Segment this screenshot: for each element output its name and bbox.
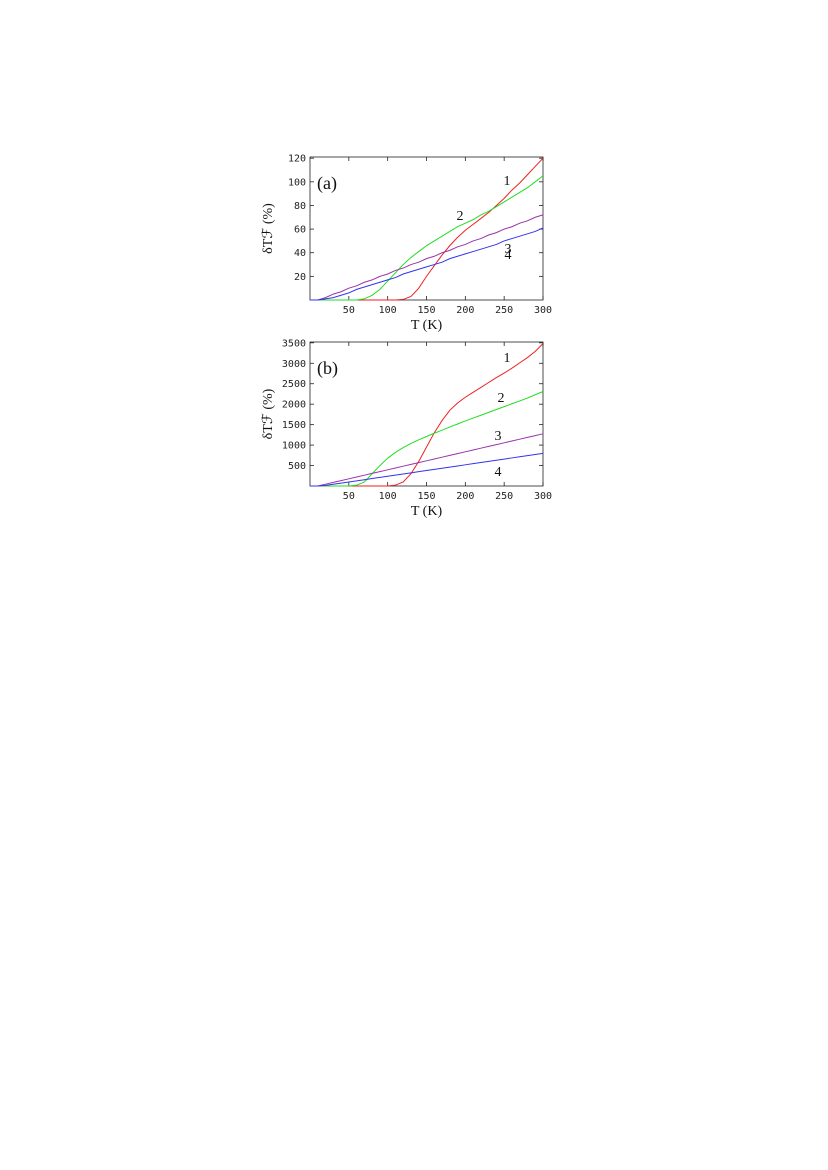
y-tick-label: 60 [294, 225, 306, 236]
y-axis-label: δTℱ (%) [261, 203, 276, 254]
y-tick-label: 2500 [282, 379, 306, 390]
x-tick-label: 300 [534, 491, 552, 502]
series-line [310, 227, 544, 301]
series-label: 2 [498, 391, 505, 406]
series-label: 2 [457, 209, 464, 224]
series-label: 4 [495, 465, 502, 480]
series-label: 3 [495, 429, 502, 444]
y-tick-label: 3500 [282, 338, 306, 349]
y-tick-label: 3000 [282, 359, 306, 370]
series-label: 1 [504, 351, 511, 366]
y-tick-label: 2000 [282, 400, 306, 411]
x-tick-label: 200 [456, 305, 474, 316]
series-line [310, 214, 544, 301]
panel-label: (b) [317, 358, 338, 379]
x-tick-label: 50 [343, 491, 355, 502]
series-line [310, 452, 544, 487]
x-tick-label: 200 [456, 491, 474, 502]
panel-label: (a) [317, 173, 337, 194]
x-axis-label: T (K) [411, 504, 443, 519]
y-tick-label: 40 [294, 248, 306, 259]
y-tick-label: 100 [288, 177, 306, 188]
series-line [310, 391, 544, 487]
x-tick-label: 250 [495, 305, 513, 316]
series-line [310, 175, 544, 301]
x-axis-label: T (K) [411, 318, 443, 333]
x-tick-label: 250 [495, 491, 513, 502]
x-tick-label: 150 [417, 305, 435, 316]
y-tick-label: 80 [294, 201, 306, 212]
y-tick-label: 120 [288, 154, 306, 165]
x-tick-label: 300 [534, 305, 552, 316]
panel: 50 100 150 200 250 300 500 1000 1500 2000 2500 3000… [261, 338, 552, 519]
y-axis-label: δTℱ (%) [261, 388, 276, 439]
x-tick-label: 150 [417, 491, 435, 502]
series-label: 3 [505, 242, 512, 257]
series-line [310, 433, 544, 487]
series-label: 4 [505, 248, 512, 263]
panel: 50 100 150 200 250 300 20 40 60 80 100 120 T (K) δTℱ … [261, 154, 552, 333]
series-label: 1 [504, 174, 511, 189]
x-tick-label: 100 [379, 491, 397, 502]
x-tick-label: 100 [379, 305, 397, 316]
y-tick-label: 1000 [282, 441, 306, 452]
y-tick-label: 20 [294, 272, 306, 283]
y-tick-label: 500 [288, 461, 306, 472]
x-tick-label: 50 [343, 305, 355, 316]
y-tick-label: 1500 [282, 420, 306, 431]
